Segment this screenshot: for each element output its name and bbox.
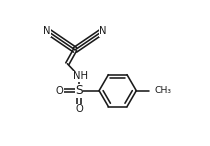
Text: N: N [99, 26, 107, 36]
Text: O: O [75, 104, 83, 114]
Text: O: O [56, 86, 63, 96]
Text: CH₃: CH₃ [154, 86, 171, 95]
Text: NH: NH [73, 71, 88, 81]
Text: S: S [75, 84, 83, 97]
Text: N: N [43, 26, 51, 36]
